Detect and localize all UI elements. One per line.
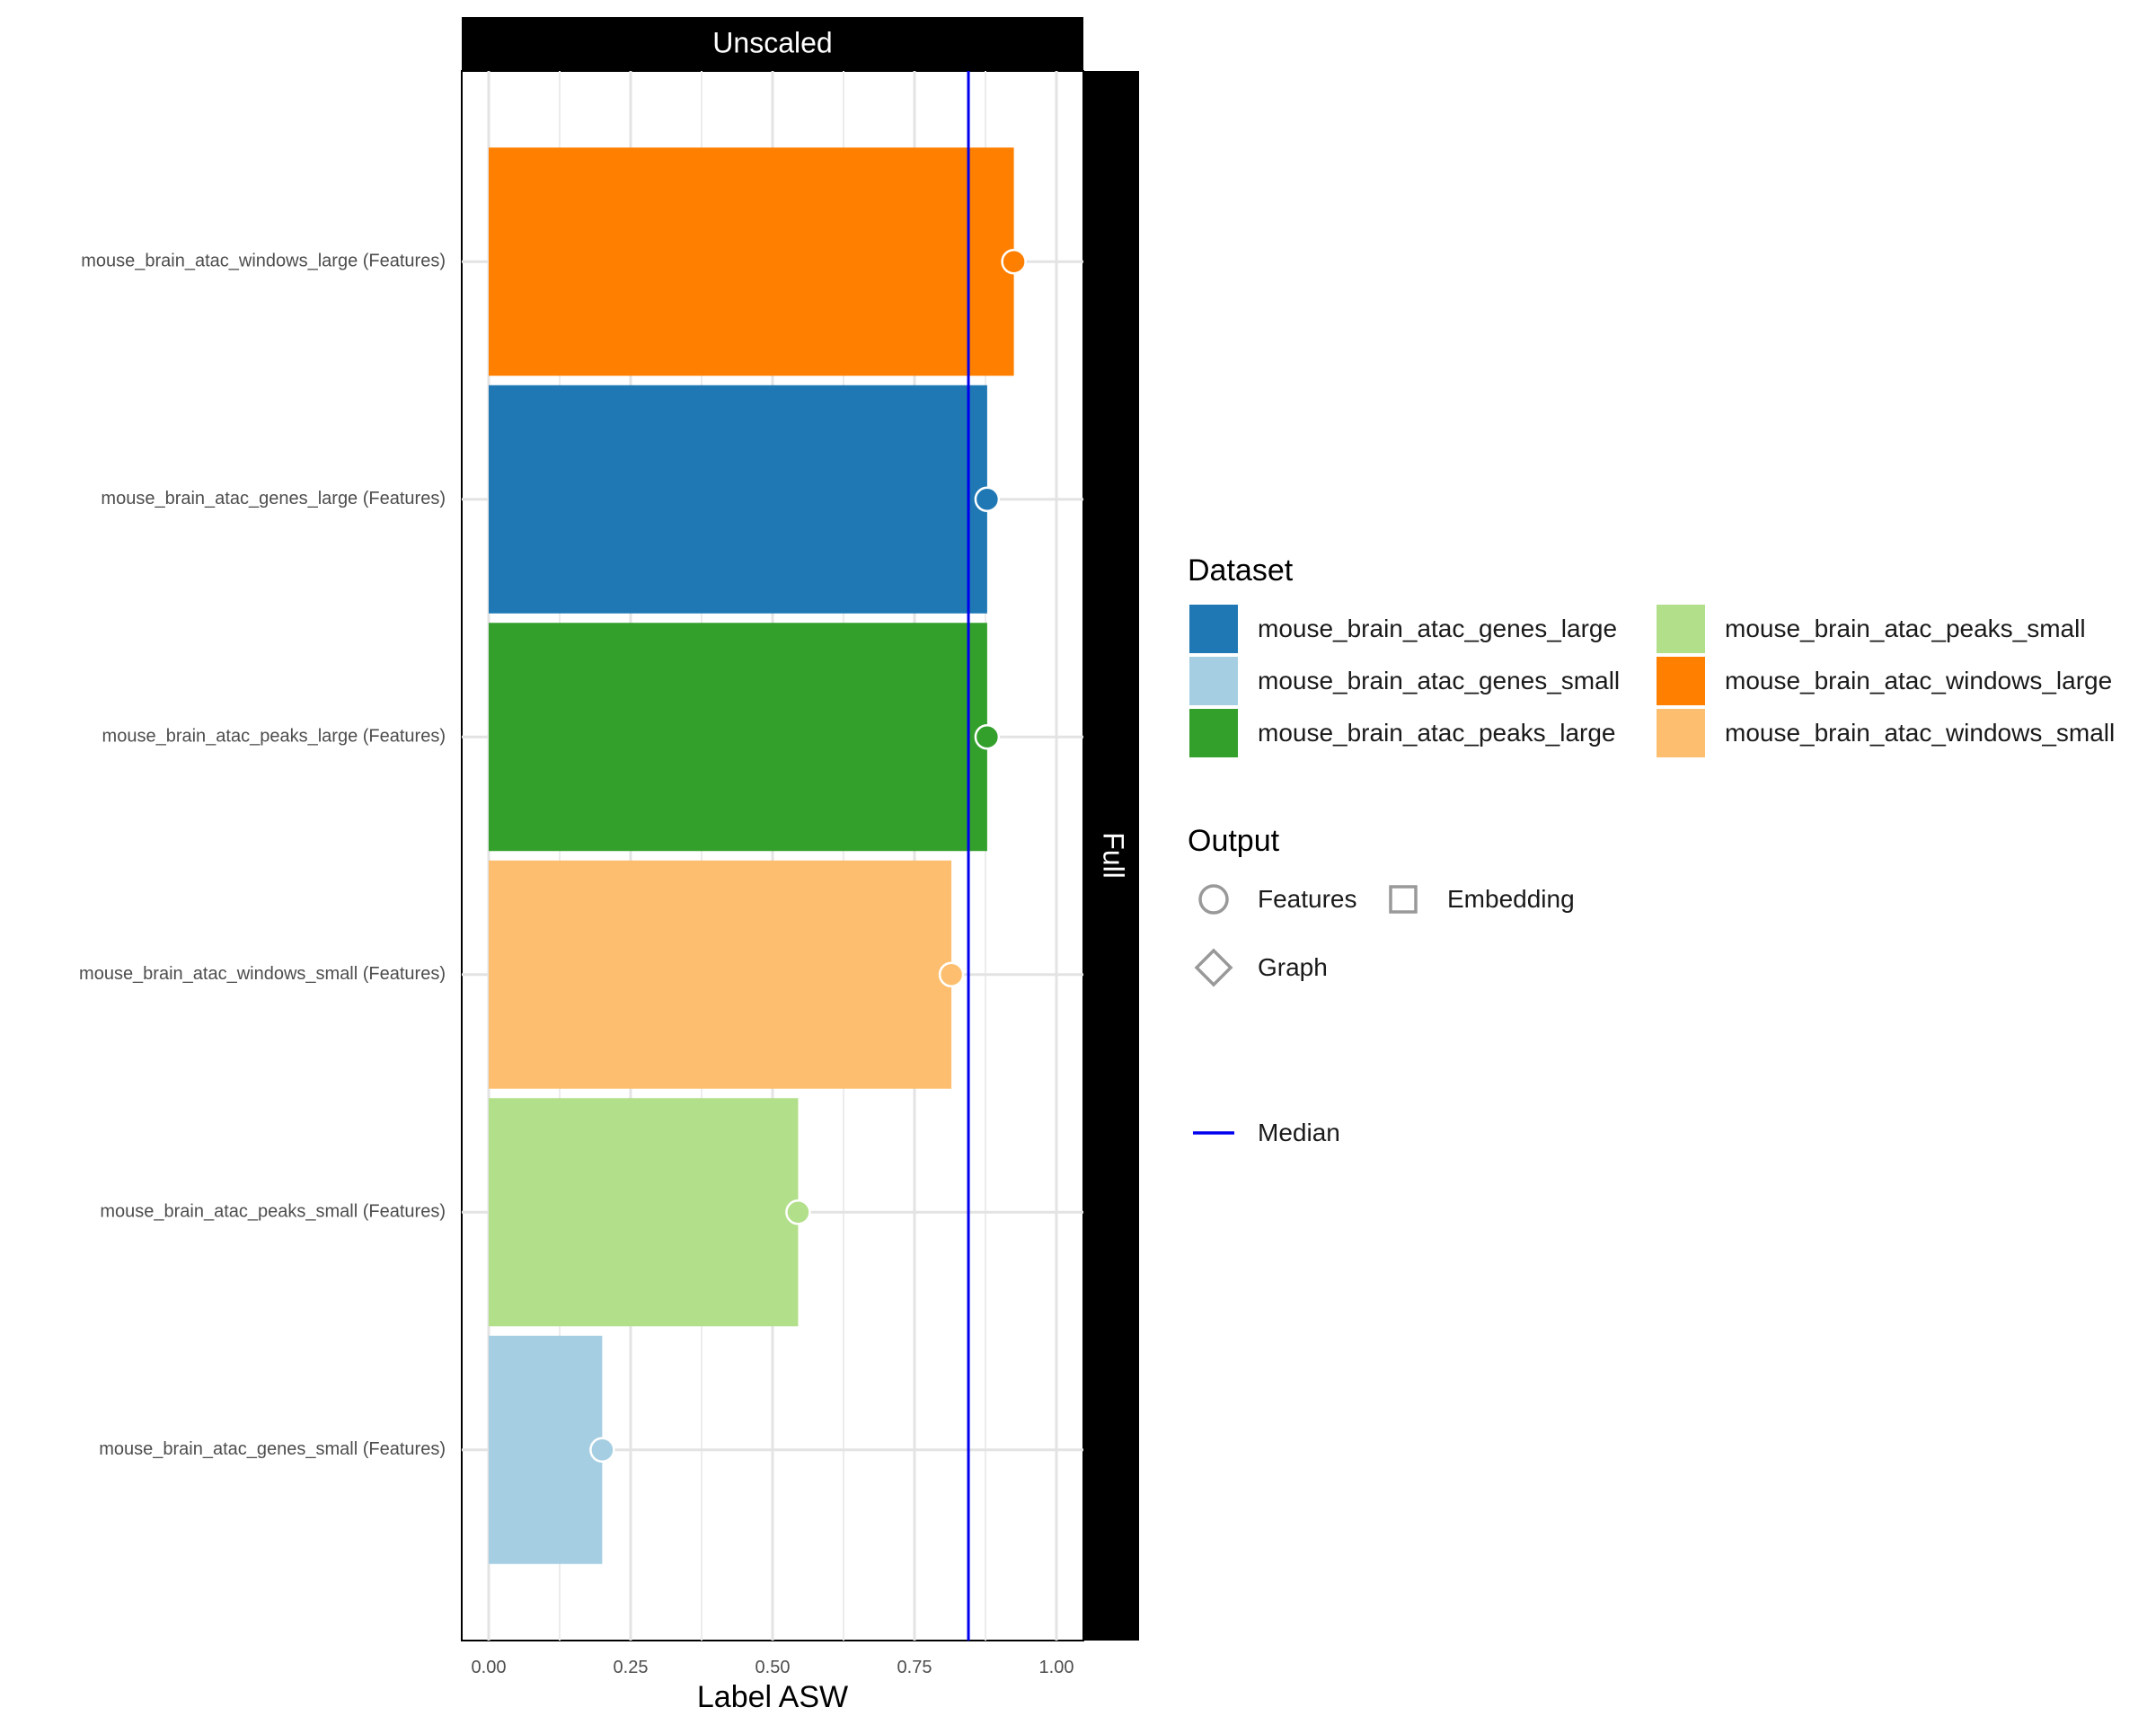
facet-label-top: Unscaled bbox=[712, 26, 832, 58]
bar bbox=[489, 147, 1014, 376]
data-point bbox=[1001, 248, 1027, 275]
y-tick-label: mouse_brain_atac_peaks_large (Features) bbox=[102, 727, 446, 747]
facet-strip-right bbox=[1083, 71, 1139, 1641]
legend-item-peaks-large: mouse_brain_atac_peaks_large bbox=[1189, 709, 1616, 757]
legend-swatch bbox=[1657, 657, 1705, 705]
y-tick-label: mouse_brain_atac_genes_small (Features) bbox=[99, 1439, 446, 1459]
legend-swatch bbox=[1189, 605, 1238, 653]
legend-title-output: Output bbox=[1188, 824, 1280, 858]
legend-swatch bbox=[1189, 709, 1238, 757]
legend-item-graph: Graph bbox=[1189, 943, 1328, 992]
legend-item-embedding: Embedding bbox=[1379, 875, 1575, 924]
legend-item-median: Median bbox=[1189, 1109, 1340, 1157]
x-tick-label: 0.00 bbox=[472, 1658, 507, 1677]
data-point bbox=[974, 486, 1001, 512]
x-axis-title: Label ASW bbox=[697, 1680, 848, 1714]
legend-swatch bbox=[1657, 709, 1705, 757]
data-point bbox=[974, 723, 1001, 750]
legend-label: mouse_brain_atac_genes_small bbox=[1258, 667, 1621, 694]
legend-swatch bbox=[1657, 605, 1705, 653]
x-tick-label: 0.25 bbox=[614, 1658, 649, 1677]
bar bbox=[489, 385, 987, 614]
legend-item-genes-large: mouse_brain_atac_genes_large bbox=[1189, 605, 1617, 653]
data-point bbox=[785, 1199, 811, 1225]
square-icon bbox=[1379, 875, 1427, 924]
legend-item-peaks-small: mouse_brain_atac_peaks_small bbox=[1657, 605, 2086, 653]
legend-item-features: Features bbox=[1189, 875, 1357, 924]
bar bbox=[489, 860, 952, 1089]
median-line-icon bbox=[1189, 1109, 1238, 1157]
y-tick-label: mouse_brain_atac_peaks_small (Features) bbox=[100, 1202, 446, 1222]
y-tick-label: mouse_brain_atac_genes_large (Features) bbox=[101, 489, 446, 509]
legend-swatch bbox=[1189, 657, 1238, 705]
x-tick-label: 0.75 bbox=[897, 1658, 932, 1677]
legend-label: Embedding bbox=[1447, 885, 1575, 913]
legend-label: Graph bbox=[1258, 953, 1328, 981]
legend-item-windows-large: mouse_brain_atac_windows_large bbox=[1657, 657, 2112, 705]
y-tick-label: mouse_brain_atac_windows_large (Features… bbox=[81, 252, 446, 271]
data-point bbox=[589, 1437, 615, 1464]
legend-item-genes-small: mouse_brain_atac_genes_small bbox=[1189, 657, 1620, 705]
legend-label: mouse_brain_atac_genes_large bbox=[1258, 615, 1618, 642]
x-tick-label: 0.50 bbox=[755, 1658, 791, 1677]
legend-label: mouse_brain_atac_windows_large bbox=[1725, 667, 2113, 694]
legend-title-dataset: Dataset bbox=[1188, 553, 1294, 588]
bar bbox=[489, 1098, 799, 1327]
bar bbox=[489, 623, 987, 852]
point-layer bbox=[589, 248, 1027, 1464]
bar bbox=[489, 1335, 603, 1564]
facet-strip-top bbox=[462, 17, 1083, 71]
diamond-icon bbox=[1189, 943, 1238, 992]
legend-label: mouse_brain_atac_peaks_small bbox=[1725, 615, 2086, 642]
legend-label: mouse_brain_atac_windows_small bbox=[1725, 719, 2116, 747]
y-tick-label: mouse_brain_atac_windows_small (Features… bbox=[79, 964, 446, 984]
legend-label: Features bbox=[1258, 885, 1357, 913]
x-tick-label: 1.00 bbox=[1039, 1658, 1074, 1677]
y-tick-layer: mouse_brain_atac_windows_large (Features… bbox=[79, 252, 446, 1460]
bar-layer bbox=[489, 147, 1014, 1564]
legend-label: mouse_brain_atac_peaks_large bbox=[1258, 719, 1616, 747]
circle-icon bbox=[1189, 875, 1238, 924]
legend-item-windows-small: mouse_brain_atac_windows_small bbox=[1657, 709, 2115, 757]
x-tick-layer: 0.00 0.25 0.50 0.75 1.00 bbox=[472, 1658, 1074, 1677]
data-point bbox=[938, 961, 965, 988]
legend-label: Median bbox=[1258, 1119, 1340, 1146]
facet-label-right: Full bbox=[1098, 832, 1130, 879]
